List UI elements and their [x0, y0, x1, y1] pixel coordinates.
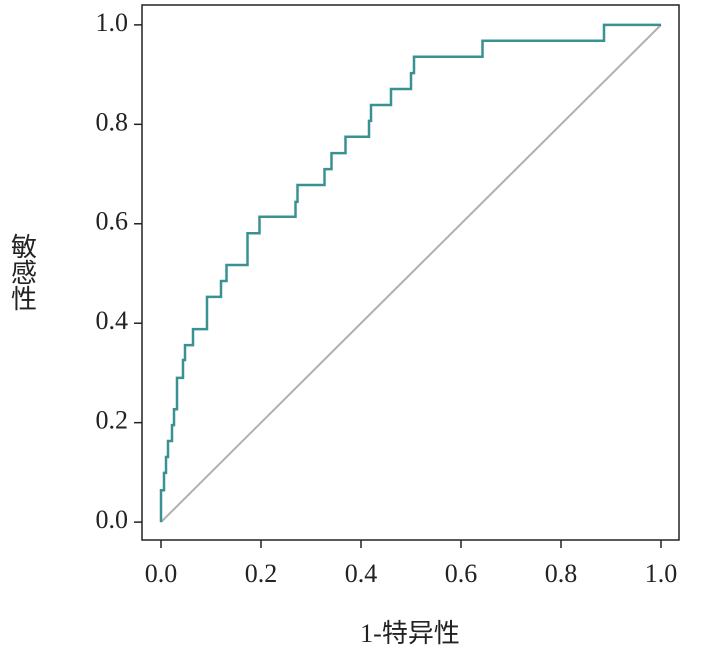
x-tick-label: 0.8	[545, 559, 578, 588]
y-tick-label: 0.2	[96, 406, 129, 435]
x-tick-label: 0.4	[345, 559, 378, 588]
x-tick-label: 0.6	[445, 559, 478, 588]
y-tick-label: 1.0	[96, 8, 129, 37]
y-tick-label: 0.0	[96, 505, 129, 534]
x-tick-label: 1.0	[645, 559, 678, 588]
x-tick-label: 0.0	[145, 559, 178, 588]
x-axis-label: 1-特异性	[360, 619, 460, 648]
x-tick-label: 0.2	[245, 559, 278, 588]
reference-line	[160, 24, 662, 523]
roc-curve	[159, 23, 661, 523]
y-axis-label: 敏感性	[8, 233, 37, 311]
y-tick-label: 0.8	[96, 107, 129, 136]
plot-frame	[141, 4, 680, 541]
y-tick-label: 0.4	[96, 306, 129, 335]
y-tick-label: 0.6	[96, 207, 129, 236]
